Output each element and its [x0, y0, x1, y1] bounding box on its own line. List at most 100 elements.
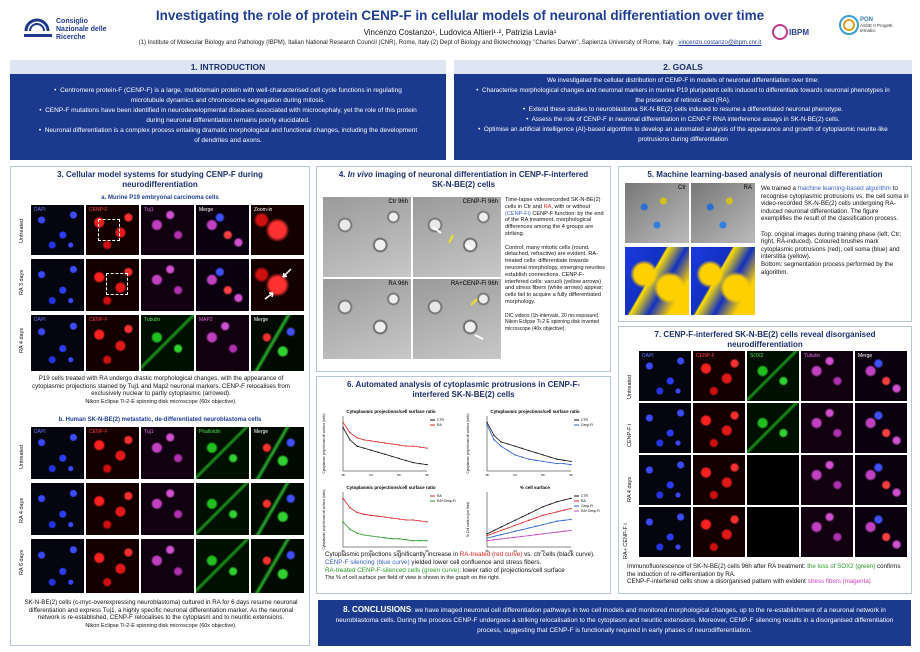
- data-point: [542, 533, 544, 535]
- section-6-box: 6. Automated analysis of cytoplasmic pro…: [316, 376, 611, 594]
- data-point: [556, 501, 558, 503]
- micrograph: [639, 403, 691, 453]
- data-point: [377, 451, 379, 453]
- micrograph: [639, 455, 691, 505]
- micrograph: SOX2: [747, 351, 799, 401]
- section-4-heading: 4. In vivo imaging of neuronal different…: [338, 170, 589, 189]
- chart-ra-vs-ra-cenpfi: Cytoplasmic projections/cell surface rat…: [321, 483, 461, 557]
- data-point: [514, 445, 516, 447]
- intro-bullet: • Neuronal differentiation is a complex …: [38, 127, 418, 144]
- data-point: [563, 462, 565, 465]
- legend-label: Cenp-Fi: [581, 423, 593, 427]
- chart-title: Cytoplasmic projections/cell surface rat…: [346, 485, 436, 490]
- x-tick-label: 64: [513, 549, 517, 553]
- x-tick-label: 64: [369, 549, 373, 553]
- data-point: [486, 537, 488, 539]
- email-link[interactable]: vincenzo.costanzo@ibpm.cnr.it: [678, 40, 762, 46]
- x-tick-label: 80: [541, 473, 545, 477]
- data-point: [391, 517, 393, 519]
- data-point: [398, 457, 400, 460]
- micrograph: [747, 507, 799, 557]
- data-point: [370, 535, 372, 537]
- goals-bullet: • Characterise morphological changes and…: [476, 86, 890, 104]
- legend-label: RA: [437, 423, 442, 427]
- micrograph: [639, 507, 691, 557]
- data-point: [556, 520, 558, 522]
- row-label: CENP-F i: [627, 423, 633, 447]
- data-point: [556, 462, 558, 465]
- training-image: Ctr: [625, 183, 689, 243]
- data-point: [377, 515, 379, 517]
- data-point: [398, 518, 400, 520]
- micrograph: DAPI: [639, 351, 691, 401]
- micrograph: CENP-F: [693, 351, 745, 401]
- ibpm-logo-icon: IBPM: [772, 24, 809, 40]
- section-7-caption: Immunofluorescence of SK-N-BE(2) cells 9…: [627, 563, 901, 586]
- data-point: [556, 531, 558, 533]
- poster-header: Consiglio Nazionale delle Ricerche Inves…: [0, 0, 920, 56]
- data-point: [493, 539, 495, 541]
- series-line: [342, 498, 428, 523]
- introduction-body: • Centromere protein-F (CENP-F) is a lar…: [10, 82, 446, 150]
- affiliations-text: (1) Institute of Molecular Biology and P…: [138, 40, 677, 46]
- x-tick-label: 96: [425, 473, 429, 477]
- micrograph: [801, 403, 853, 453]
- dic-image: RA 96h: [323, 279, 411, 359]
- data-point: [514, 524, 516, 527]
- dic-image: CENP-Fi 96h: [413, 197, 501, 277]
- data-point: [356, 437, 358, 439]
- data-point: [570, 497, 572, 500]
- data-point: [405, 539, 407, 541]
- section-6-caption: Cytoplasmic projections significantly in…: [325, 551, 595, 582]
- section-3-heading: 3. Cellular model systems for studying C…: [57, 170, 263, 189]
- poster-title: Investigating the role of protein CENP-F…: [155, 8, 765, 23]
- row-label: RA 6 days: [19, 549, 25, 575]
- micrograph: [251, 259, 304, 311]
- data-point: [384, 516, 386, 518]
- legend-label: CTR: [581, 418, 589, 422]
- data-point: [391, 538, 393, 540]
- micrograph: Tuj1: [141, 427, 194, 479]
- data-point: [398, 538, 400, 540]
- data-point: [391, 455, 393, 458]
- skn-image-grid: DAPI CENP-F Tuj1 Phalloidin Merge: [31, 427, 307, 595]
- data-point: [507, 443, 509, 445]
- data-point: [486, 421, 488, 424]
- data-point: [507, 532, 509, 534]
- section-3a-subtitle: a. Murine P19 embryonal carcinoma cells: [101, 195, 219, 201]
- data-point: [535, 525, 537, 527]
- intro-bullet: • Centromere protein-F (CENP-F) is a lar…: [54, 87, 402, 104]
- data-point: [412, 445, 414, 447]
- data-point: [542, 523, 544, 526]
- section-3a-caption: P19 cells treated with RA undergo drasti…: [32, 375, 290, 405]
- dic-image: Ctr 96h: [323, 197, 411, 277]
- data-point: [412, 519, 414, 521]
- data-point: [486, 533, 488, 535]
- ibpm-logo-text: IBPM: [789, 28, 809, 37]
- section-4-text: Time-lapse videorecorded SK-N-BE(2) cell…: [505, 197, 606, 333]
- data-point: [398, 444, 400, 446]
- goals-lead: We investigated the cellular distributio…: [546, 77, 820, 84]
- legend-label: RA+Cenp-Fi: [581, 509, 600, 513]
- row-label: RA 3 days: [19, 269, 25, 295]
- data-point: [486, 423, 488, 426]
- x-tick-label: 96: [569, 549, 573, 553]
- data-point: [349, 431, 351, 434]
- data-point: [377, 441, 379, 443]
- data-point: [370, 449, 372, 451]
- data-point: [426, 447, 428, 449]
- data-point: [493, 439, 495, 441]
- data-point: [521, 522, 523, 524]
- data-point: [542, 454, 544, 456]
- data-point: [419, 446, 421, 448]
- data-point: [349, 439, 351, 441]
- legend-label: RA+Cenp-Fi: [437, 499, 456, 503]
- micrograph: Tubulin: [141, 315, 194, 371]
- data-point: [356, 532, 358, 534]
- data-point: [349, 528, 351, 531]
- micrograph: [196, 259, 249, 311]
- data-point: [363, 447, 365, 449]
- row-label: RA 4 days: [19, 497, 25, 523]
- section-5-box: 5. Machine learning-based analysis of ne…: [618, 166, 912, 322]
- data-point: [563, 530, 565, 533]
